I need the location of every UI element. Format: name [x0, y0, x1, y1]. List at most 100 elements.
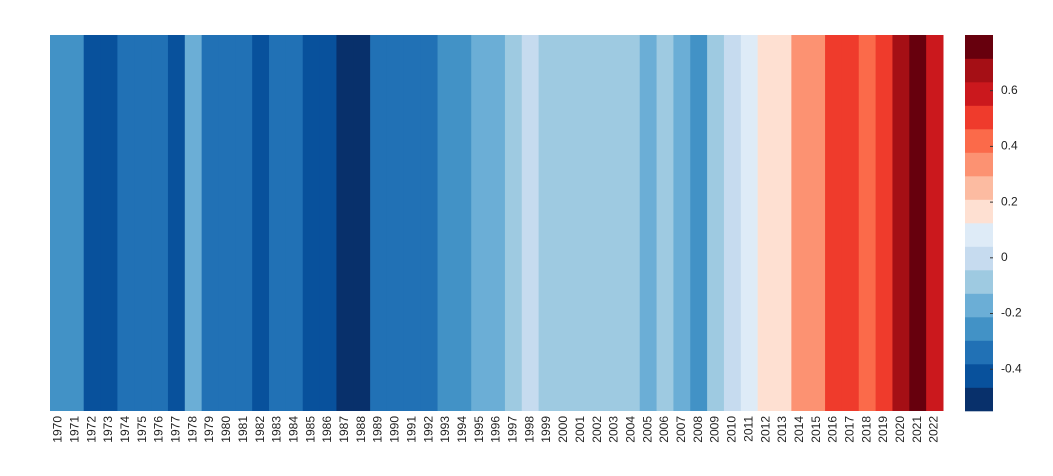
stripe	[66, 35, 85, 411]
stripe	[386, 35, 405, 411]
colorbar-band	[965, 199, 993, 224]
colorbar-band	[965, 364, 993, 388]
colorbar-band	[965, 176, 993, 200]
x-tick-label: 1984	[286, 416, 300, 443]
x-tick-label: 2020	[893, 416, 907, 443]
x-tick-label: 1972	[84, 416, 98, 443]
x-tick-label: 1993	[438, 416, 452, 443]
x-tick-label: 1978	[185, 416, 199, 443]
colorbar-band	[965, 223, 993, 247]
colorbar-band	[965, 387, 993, 412]
colorbar-band	[965, 105, 993, 130]
x-tick-label: 1992	[421, 416, 435, 443]
x-tick-label: 2010	[725, 416, 739, 443]
x-tick-label: 1985	[303, 416, 317, 443]
x-tick-label: 1990	[388, 416, 402, 443]
colorbar-tick-label: 0.2	[1001, 194, 1018, 208]
colorbar-band	[965, 82, 993, 106]
stripe	[252, 35, 270, 411]
colorbar-band	[965, 58, 993, 83]
colorbar-tick-label: -0.4	[1001, 361, 1022, 375]
x-tick-label: 2012	[758, 416, 772, 443]
stripe	[808, 35, 826, 411]
stripe	[403, 35, 422, 411]
colorbar-band	[965, 152, 993, 177]
x-tick-label: 2005	[640, 416, 654, 443]
stripe	[723, 35, 742, 411]
x-tick-label: 1988	[354, 416, 368, 443]
x-tick-label: 1997	[506, 416, 520, 443]
colorbar-band	[965, 246, 993, 271]
stripe	[336, 35, 354, 411]
stripe	[791, 35, 809, 411]
x-tick-label: 1999	[539, 416, 553, 443]
colorbar-tick-label: 0.6	[1001, 83, 1018, 97]
stripe	[218, 35, 236, 411]
x-tick-label: 1994	[455, 416, 469, 443]
stripe	[184, 35, 203, 411]
stripe	[589, 35, 607, 411]
x-tick-label: 2003	[607, 416, 621, 443]
stripe	[353, 35, 371, 411]
colorbar-band	[965, 129, 993, 153]
colorbar-band	[965, 293, 993, 318]
x-tick-label: 2017	[843, 416, 857, 443]
x-tick-label: 1973	[101, 416, 115, 443]
stripe	[83, 35, 102, 411]
x-tick-label: 2013	[775, 416, 789, 443]
x-tick-label: 1981	[236, 416, 250, 443]
x-tick-label: 2004	[623, 416, 637, 443]
stripe	[370, 35, 388, 411]
x-tick-label: 2002	[590, 416, 604, 443]
stripe	[555, 35, 573, 411]
colorbar-band	[965, 317, 993, 341]
colorbar-tick-label: -0.2	[1001, 306, 1022, 320]
stripe	[167, 35, 186, 411]
x-tick-label: 2008	[691, 416, 705, 443]
x-tick-label: 1979	[202, 416, 216, 443]
stripe	[875, 35, 893, 411]
colorbar-band	[965, 270, 993, 294]
x-tick-label: 2007	[674, 416, 688, 443]
stripe	[909, 35, 927, 411]
stripe	[606, 35, 624, 411]
stripe	[285, 35, 304, 411]
stripe	[319, 35, 337, 411]
x-tick-label: 2018	[859, 416, 873, 443]
stripe	[572, 35, 590, 411]
x-tick-label: 1976	[152, 416, 166, 443]
stripe	[673, 35, 691, 411]
stripe	[420, 35, 439, 411]
x-tick-label: 1983	[270, 416, 284, 443]
x-tick-label: 1986	[320, 416, 334, 443]
stripe	[538, 35, 556, 411]
stripe	[656, 35, 674, 411]
x-tick-label: 2016	[826, 416, 840, 443]
x-tick-label: 2015	[809, 416, 823, 443]
stripe	[50, 35, 68, 411]
stripe	[117, 35, 135, 411]
stripe	[235, 35, 253, 411]
stripe	[488, 35, 506, 411]
colorbar-tick-label: 0	[1001, 250, 1008, 264]
stripe	[504, 35, 523, 411]
x-tick-label: 1991	[404, 416, 418, 443]
stripe	[151, 35, 169, 411]
stripe	[639, 35, 658, 411]
stripe	[454, 35, 472, 411]
stripe	[740, 35, 759, 411]
x-tick-label: 1989	[371, 416, 385, 443]
stripe	[858, 35, 877, 411]
colorbar-band	[965, 340, 993, 365]
x-tick-label: 2019	[876, 416, 890, 443]
x-tick-label: 1996	[489, 416, 503, 443]
x-tick-label: 1974	[118, 416, 132, 443]
stripe	[302, 35, 321, 411]
x-tick-label: 1995	[472, 416, 486, 443]
stripe	[825, 35, 843, 411]
stripe	[437, 35, 455, 411]
stripe	[201, 35, 219, 411]
stripe	[100, 35, 118, 411]
x-tick-label: 2022	[927, 416, 941, 443]
